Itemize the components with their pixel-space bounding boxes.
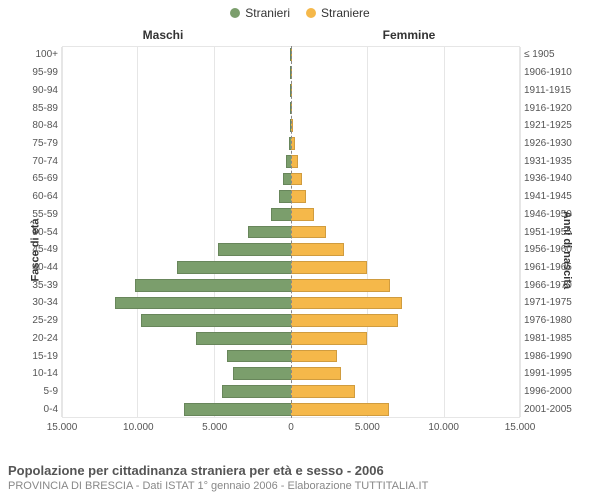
- y-right-tick: 1941-1945: [522, 188, 586, 206]
- bar-male: [196, 332, 291, 345]
- bar-female: [291, 155, 298, 168]
- y-right-tick: ≤ 1905: [522, 46, 586, 64]
- y-left-tick: 5-9: [24, 383, 60, 401]
- y-left-tick: 90-94: [24, 81, 60, 99]
- y-right-tick: 2001-2005: [522, 400, 586, 418]
- y-left-tick: 15-19: [24, 347, 60, 365]
- y-left-tick: 80-84: [24, 117, 60, 135]
- bar-female: [291, 385, 355, 398]
- bar-male: [248, 226, 291, 239]
- bar-female: [291, 226, 326, 239]
- x-tick: 15.000: [505, 422, 536, 433]
- bar-female: [291, 173, 302, 186]
- y-left-tick: 50-54: [24, 223, 60, 241]
- y-left-tick: 70-74: [24, 152, 60, 170]
- y-left-tick: 20-24: [24, 330, 60, 348]
- y-left-tick: 40-44: [24, 259, 60, 277]
- bar-female: [291, 314, 398, 327]
- y-right-tick: 1991-1995: [522, 365, 586, 383]
- gridline: [520, 47, 521, 417]
- y-left-labels: 100+95-9990-9485-8980-8475-7970-7465-696…: [24, 46, 60, 418]
- legend-swatch-male: [230, 8, 240, 18]
- caption: Popolazione per cittadinanza straniera p…: [8, 463, 592, 492]
- x-axis: 15.00010.0005.00005.00010.00015.000: [62, 420, 520, 438]
- y-right-tick: 1911-1915: [522, 81, 586, 99]
- y-left-tick: 65-69: [24, 170, 60, 188]
- bar-female: [291, 261, 367, 274]
- y-right-tick: 1921-1925: [522, 117, 586, 135]
- bar-male: [227, 350, 291, 363]
- bar-male: [115, 297, 291, 310]
- y-left-tick: 85-89: [24, 99, 60, 117]
- bar-male: [283, 173, 291, 186]
- column-headers: Maschi Femmine: [0, 28, 600, 42]
- y-right-tick: 1916-1920: [522, 99, 586, 117]
- x-tick: 10.000: [123, 422, 154, 433]
- y-right-tick: 1981-1985: [522, 330, 586, 348]
- y-left-tick: 95-99: [24, 64, 60, 82]
- legend-swatch-female: [306, 8, 316, 18]
- y-right-tick: 1961-1965: [522, 259, 586, 277]
- y-right-tick: 1951-1955: [522, 223, 586, 241]
- legend-item-male: Stranieri: [230, 6, 290, 20]
- y-right-tick: 1996-2000: [522, 383, 586, 401]
- plot-area: [62, 46, 520, 418]
- bar-male: [218, 243, 291, 256]
- bar-female: [291, 243, 344, 256]
- y-right-tick: 1936-1940: [522, 170, 586, 188]
- bar-female: [291, 367, 341, 380]
- y-left-tick: 55-59: [24, 205, 60, 223]
- y-right-tick: 1931-1935: [522, 152, 586, 170]
- y-right-tick: 1966-1970: [522, 276, 586, 294]
- center-line: [291, 46, 292, 418]
- x-tick: 15.000: [47, 422, 78, 433]
- header-female: Femmine: [286, 28, 532, 42]
- x-tick: 5.000: [202, 422, 227, 433]
- y-right-tick: 1956-1960: [522, 241, 586, 259]
- bar-female: [291, 297, 402, 310]
- bar-female: [291, 208, 314, 221]
- caption-title: Popolazione per cittadinanza straniera p…: [8, 463, 592, 478]
- y-right-tick: 1926-1930: [522, 135, 586, 153]
- caption-subtitle: PROVINCIA DI BRESCIA - Dati ISTAT 1° gen…: [8, 480, 592, 492]
- y-left-tick: 75-79: [24, 135, 60, 153]
- x-tick: 0: [288, 422, 294, 433]
- bar-female: [291, 190, 306, 203]
- legend-item-female: Straniere: [306, 6, 370, 20]
- bar-male: [222, 385, 291, 398]
- y-left-tick: 10-14: [24, 365, 60, 383]
- y-left-tick: 45-49: [24, 241, 60, 259]
- bar-female: [291, 279, 390, 292]
- y-right-tick: 1906-1910: [522, 64, 586, 82]
- x-tick: 10.000: [428, 422, 459, 433]
- legend: Stranieri Straniere: [0, 0, 600, 20]
- legend-label-male: Stranieri: [245, 6, 290, 20]
- y-left-tick: 30-34: [24, 294, 60, 312]
- y-right-labels: ≤ 19051906-19101911-19151916-19201921-19…: [522, 46, 586, 418]
- y-right-tick: 1946-1950: [522, 205, 586, 223]
- y-left-tick: 60-64: [24, 188, 60, 206]
- bar-male: [279, 190, 291, 203]
- legend-label-female: Straniere: [321, 6, 370, 20]
- bar-female: [291, 332, 367, 345]
- bar-male: [233, 367, 291, 380]
- y-left-tick: 0-4: [24, 400, 60, 418]
- bar-male: [177, 261, 292, 274]
- x-tick: 5.000: [355, 422, 380, 433]
- y-right-tick: 1976-1980: [522, 312, 586, 330]
- y-right-tick: 1986-1990: [522, 347, 586, 365]
- bar-female: [291, 350, 337, 363]
- y-left-tick: 25-29: [24, 312, 60, 330]
- bar-male: [184, 403, 291, 416]
- bar-male: [271, 208, 291, 221]
- y-right-tick: 1971-1975: [522, 294, 586, 312]
- population-pyramid-chart: Stranieri Straniere Maschi Femmine Fasce…: [0, 0, 600, 500]
- y-left-tick: 35-39: [24, 276, 60, 294]
- y-left-tick: 100+: [24, 46, 60, 64]
- bar-male: [141, 314, 291, 327]
- bar-female: [291, 403, 389, 416]
- bar-male: [135, 279, 291, 292]
- header-male: Maschi: [40, 28, 286, 42]
